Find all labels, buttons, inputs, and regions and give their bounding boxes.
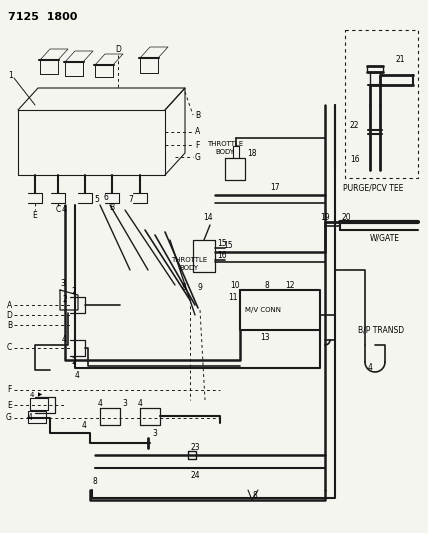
Text: C: C [7, 343, 12, 352]
Text: 5: 5 [94, 196, 99, 205]
Text: THROTTLE: THROTTLE [171, 257, 207, 263]
Text: 15: 15 [223, 240, 233, 249]
Text: 4: 4 [62, 335, 67, 344]
Text: 13: 13 [260, 334, 270, 343]
Text: 8: 8 [182, 284, 187, 293]
Text: D: D [115, 45, 121, 54]
Text: 3: 3 [60, 279, 65, 287]
Text: F: F [8, 385, 12, 394]
Text: 12: 12 [285, 280, 294, 289]
Text: 23: 23 [190, 443, 200, 453]
Text: A: A [7, 301, 12, 310]
Text: 8: 8 [92, 478, 98, 487]
Text: 4: 4 [30, 392, 34, 398]
Text: 2: 2 [72, 287, 77, 295]
Text: E: E [7, 400, 12, 409]
Text: 4: 4 [368, 364, 373, 373]
Text: 4: 4 [75, 372, 80, 381]
Text: 4: 4 [28, 413, 33, 422]
Text: 16: 16 [350, 156, 360, 165]
Text: 10: 10 [230, 280, 240, 289]
Text: M/V CONN: M/V CONN [245, 307, 281, 313]
Text: 9: 9 [198, 284, 203, 293]
Text: 4: 4 [98, 400, 103, 408]
Text: 3: 3 [152, 429, 157, 438]
Text: 20: 20 [342, 213, 352, 222]
Text: ▶: ▶ [38, 392, 42, 398]
Text: 18: 18 [247, 149, 256, 157]
Text: C: C [55, 206, 61, 214]
Text: G: G [195, 154, 201, 163]
Text: W/GATE: W/GATE [370, 233, 400, 243]
Text: 16: 16 [217, 252, 226, 261]
Text: 8: 8 [253, 490, 257, 499]
Text: D: D [6, 311, 12, 319]
Text: B/P TRANSD: B/P TRANSD [358, 326, 404, 335]
Text: 24: 24 [190, 472, 200, 481]
Text: 14: 14 [203, 214, 213, 222]
Text: 21: 21 [395, 55, 405, 64]
Text: G: G [6, 414, 12, 423]
Text: 22: 22 [350, 120, 360, 130]
Text: 8: 8 [265, 280, 270, 289]
Text: BODY: BODY [215, 149, 234, 155]
Text: THROTTLE: THROTTLE [207, 141, 243, 147]
Text: BODY: BODY [179, 265, 198, 271]
Text: E: E [33, 211, 37, 220]
Text: 7125  1800: 7125 1800 [8, 12, 77, 22]
Text: 19: 19 [321, 213, 330, 222]
Text: 15: 15 [217, 239, 226, 248]
Text: 4: 4 [62, 206, 67, 214]
Text: 6: 6 [104, 193, 109, 203]
Text: B: B [7, 320, 12, 329]
Text: B: B [110, 203, 115, 212]
Text: 4: 4 [138, 400, 143, 408]
Text: B: B [195, 110, 200, 119]
Text: PURGE/PCV TEE: PURGE/PCV TEE [343, 183, 403, 192]
Text: 2: 2 [72, 358, 77, 367]
Text: F: F [195, 141, 199, 149]
Text: 2: 2 [62, 295, 67, 304]
Text: 7: 7 [128, 196, 133, 205]
Text: 1: 1 [8, 70, 13, 79]
Text: 17: 17 [270, 183, 279, 192]
Text: 11: 11 [228, 294, 238, 303]
Text: 3: 3 [122, 400, 127, 408]
Text: A: A [195, 127, 200, 136]
Text: 4: 4 [82, 422, 87, 431]
